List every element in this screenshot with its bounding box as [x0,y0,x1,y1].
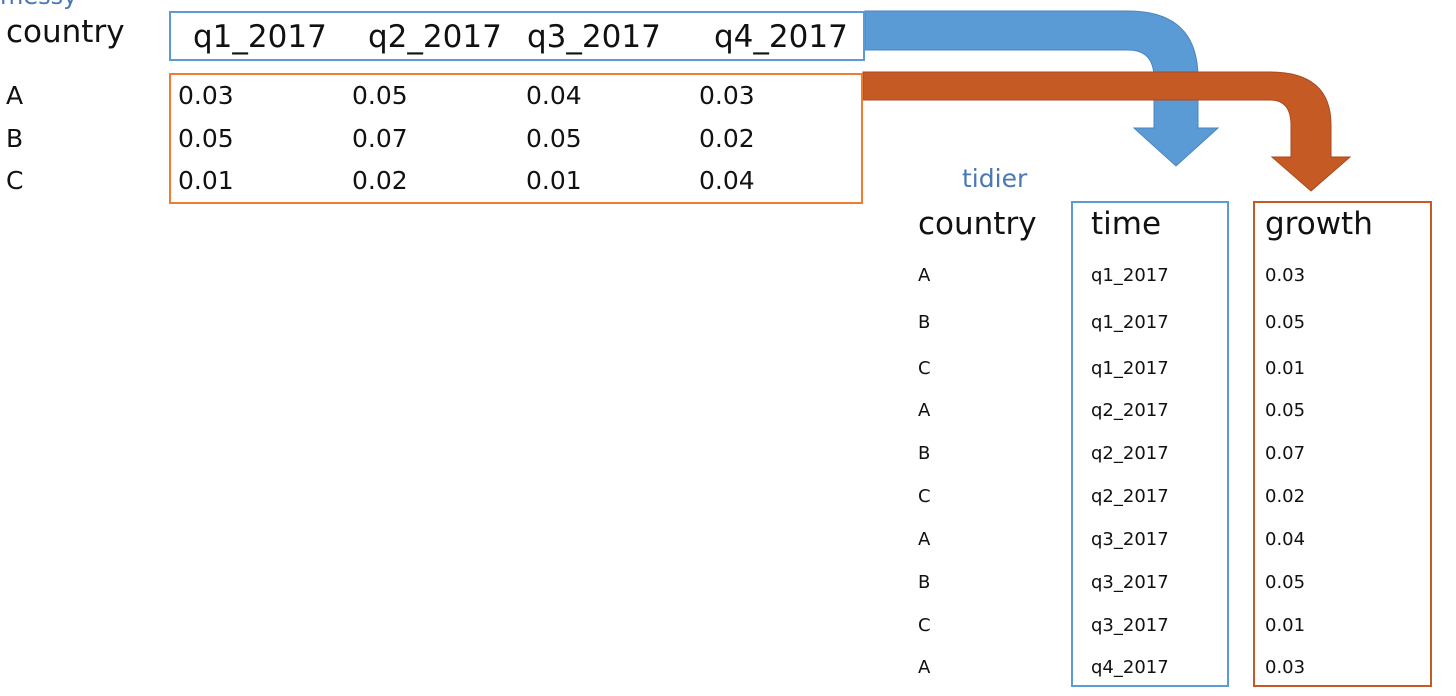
messy-cell: 0.01 [178,166,234,195]
tidy-time-cell: q2_2017 [1091,400,1169,421]
messy-country-header: country [6,14,125,50]
tidy-time-cell: q1_2017 [1091,312,1169,333]
messy-row-label: B [6,124,24,153]
messy-cell: 0.07 [352,124,408,153]
tidy-growth-cell: 0.05 [1265,572,1306,593]
messy-cell: 0.02 [352,166,408,195]
messy-cell: 0.03 [699,81,755,110]
tidy-growth-cell: 0.01 [1265,358,1306,379]
tidy-country-cell: A [918,265,931,286]
tidy-growth-cell: 0.02 [1265,486,1306,507]
tidy-time-cell: q4_2017 [1091,657,1169,678]
messy-cell: 0.01 [526,166,582,195]
messy-header-box: q1_2017 q2_2017 q3_2017 q4_2017 [169,11,865,61]
tidy-growth-cell: 0.05 [1265,312,1306,333]
tidy-country-cell: C [918,486,931,507]
tidy-country-cell: B [918,572,931,593]
messy-title: messy [0,0,77,10]
tidy-country-header: country [918,206,1037,242]
messy-column-header: q4_2017 [714,19,848,55]
growth-column-box [1253,201,1432,687]
time-column-box [1071,201,1229,687]
tidy-country-cell: A [918,529,931,550]
tidy-country-cell: B [918,443,931,464]
tidy-growth-cell: 0.05 [1265,400,1306,421]
messy-column-header: q1_2017 [193,19,327,55]
tidy-time-cell: q2_2017 [1091,443,1169,464]
tidy-title: tidier [962,164,1028,193]
tidy-growth-cell: 0.07 [1265,443,1306,464]
messy-column-header: q2_2017 [368,19,502,55]
tidy-time-cell: q3_2017 [1091,529,1169,550]
tidy-growth-cell: 0.01 [1265,615,1306,636]
tidy-growth-header: growth [1265,206,1373,242]
messy-row-label: A [6,81,24,110]
messy-cell: 0.04 [526,81,582,110]
tidy-country-cell: C [918,358,931,379]
tidy-time-cell: q1_2017 [1091,265,1169,286]
tidy-time-cell: q3_2017 [1091,572,1169,593]
tidy-growth-cell: 0.04 [1265,529,1306,550]
tidy-time-header: time [1091,206,1162,242]
tidy-country-cell: C [918,615,931,636]
messy-cell: 0.05 [526,124,582,153]
messy-cell: 0.02 [699,124,755,153]
tidy-country-cell: A [918,657,931,678]
messy-cell: 0.04 [699,166,755,195]
tidy-time-cell: q2_2017 [1091,486,1169,507]
messy-row-label: C [6,166,24,195]
tidy-time-cell: q3_2017 [1091,615,1169,636]
tidy-time-cell: q1_2017 [1091,358,1169,379]
tidy-growth-cell: 0.03 [1265,265,1306,286]
tidy-country-cell: A [918,400,931,421]
messy-cell: 0.05 [178,124,234,153]
messy-cell: 0.05 [352,81,408,110]
values-to-growth-arrow [862,71,1352,192]
header-to-time-arrow [864,10,1220,167]
tidy-country-cell: B [918,312,931,333]
messy-values-box [169,73,863,204]
messy-cell: 0.03 [178,81,234,110]
tidy-growth-cell: 0.03 [1265,657,1306,678]
messy-column-header: q3_2017 [527,19,661,55]
